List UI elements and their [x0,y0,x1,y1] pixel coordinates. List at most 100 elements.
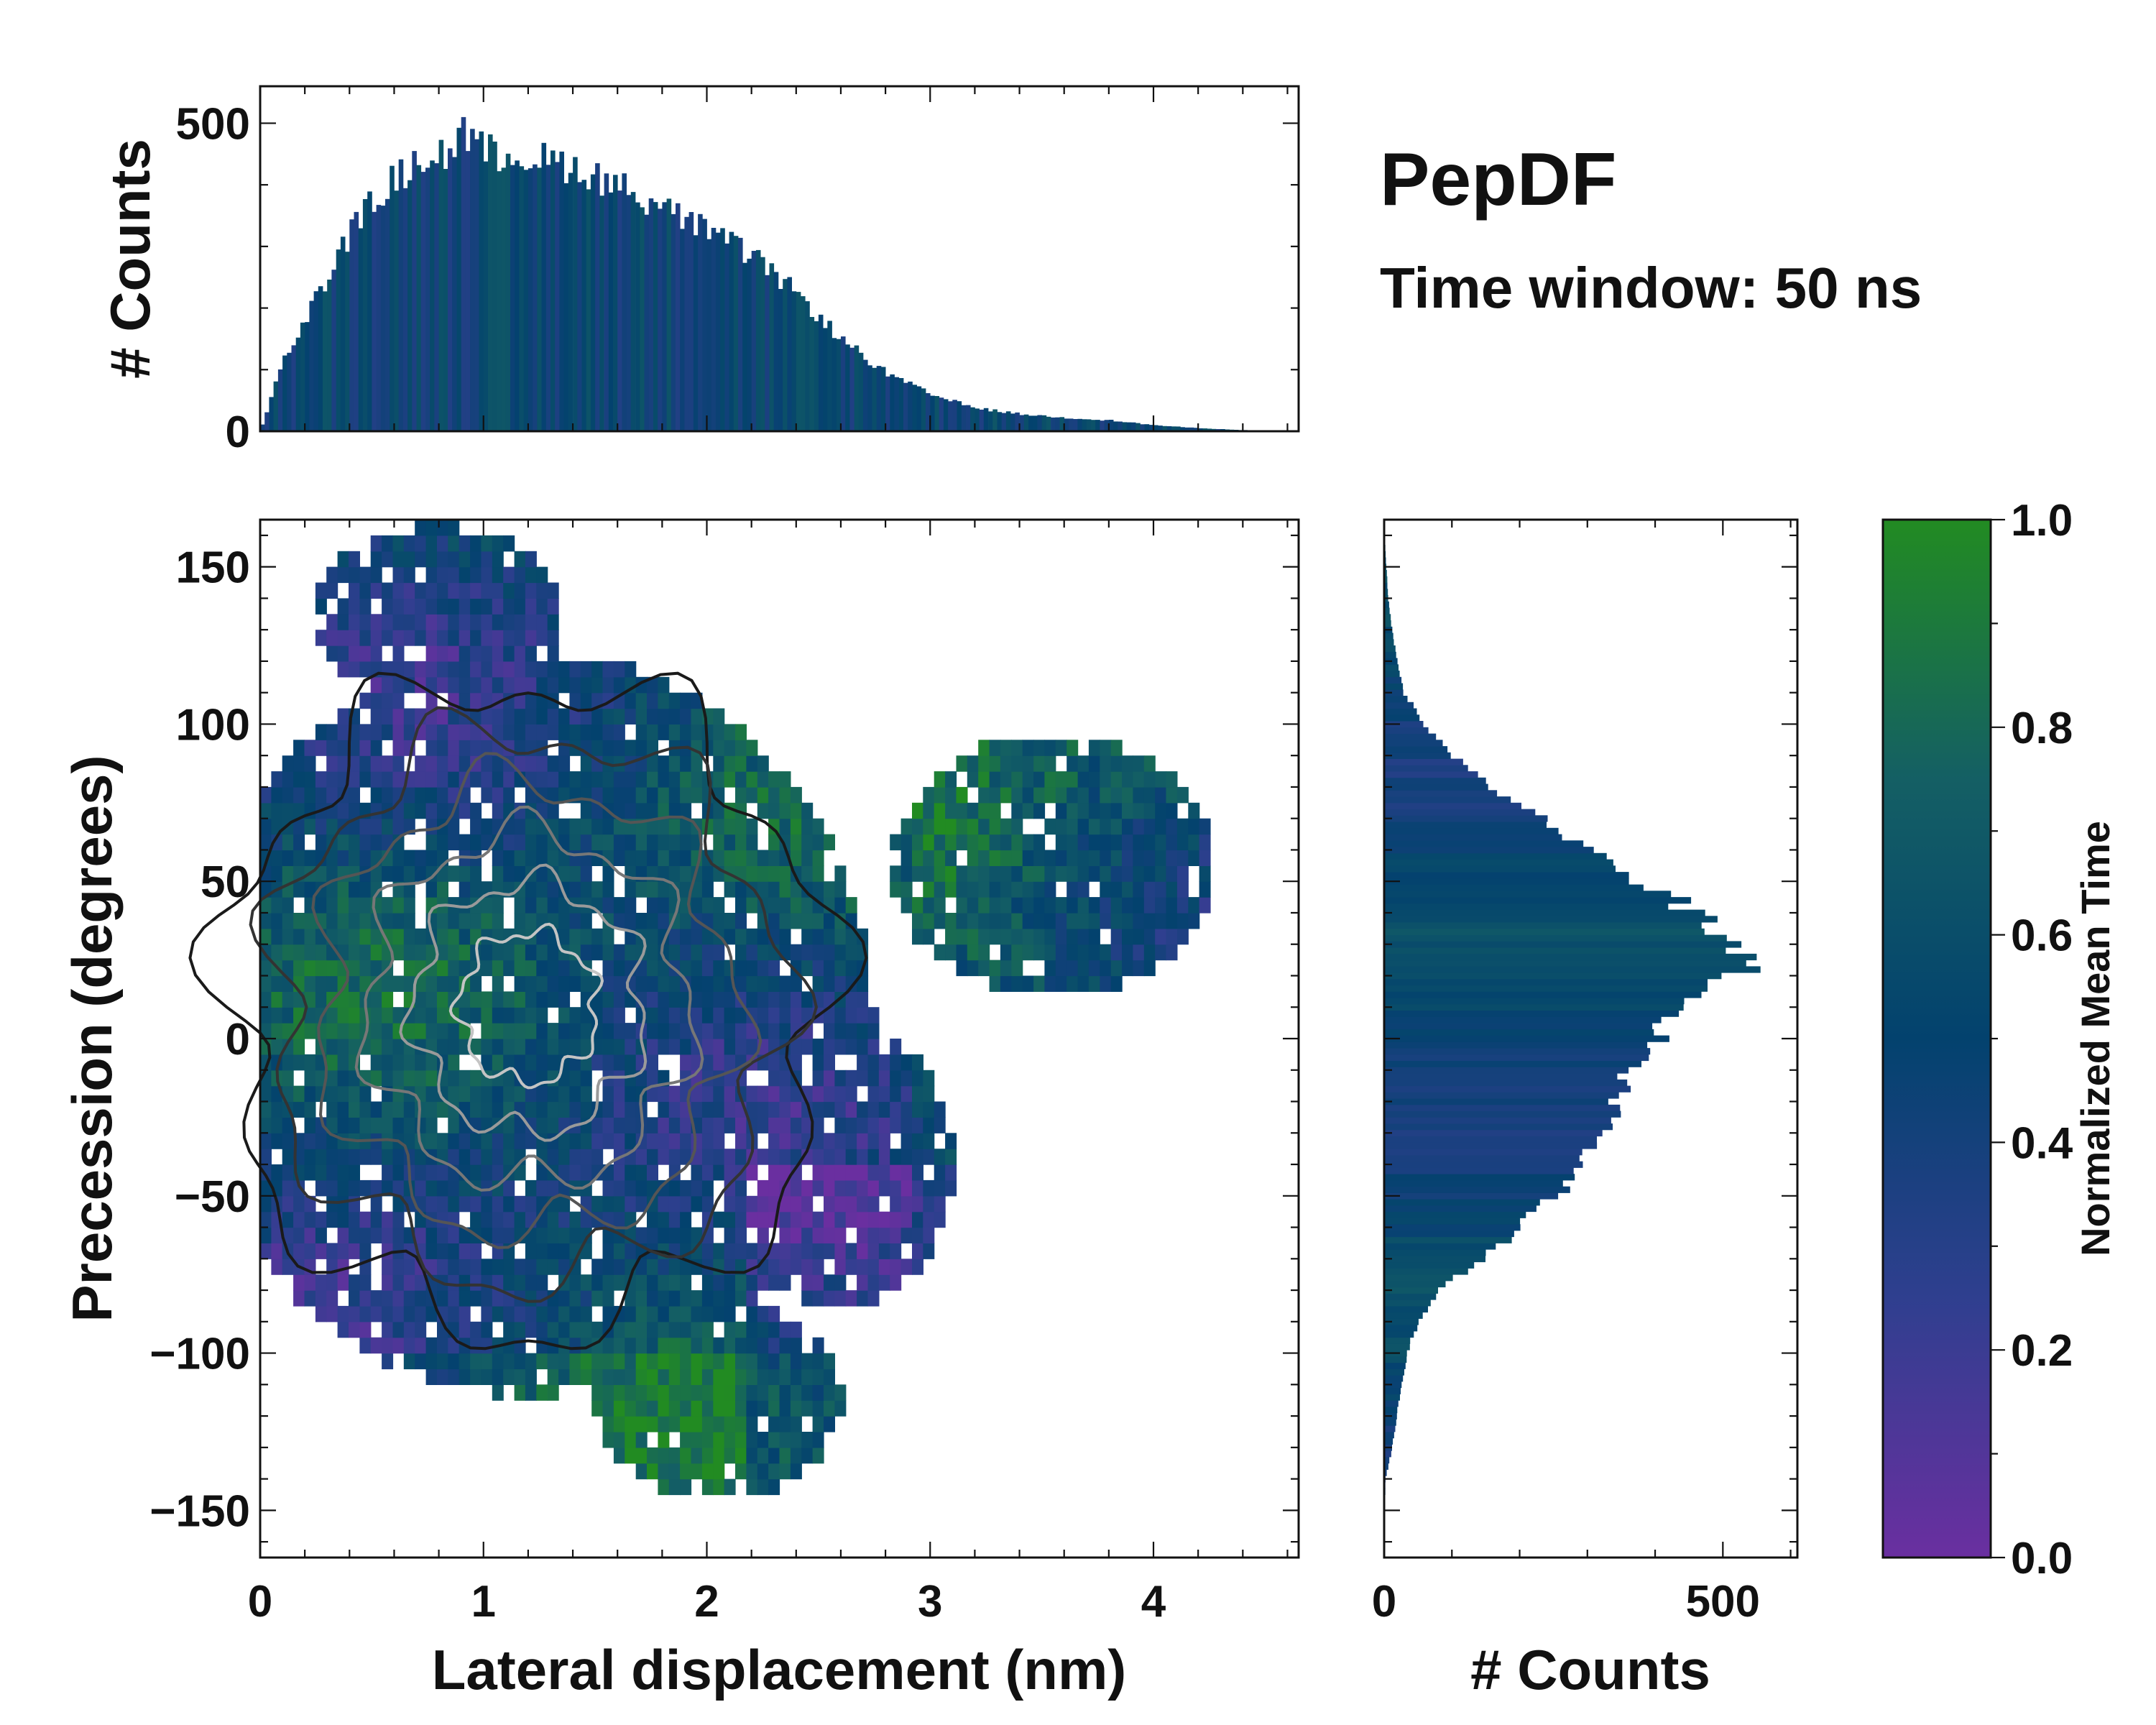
heatmap-cell [1110,913,1123,929]
right-histogram-bar [1384,960,1746,967]
heatmap-cell [282,1149,294,1165]
heatmap-cell [536,1007,548,1024]
heatmap-cell [392,834,405,851]
heatmap-cell [304,1274,316,1291]
heatmap-cell [558,928,571,945]
heatmap-cell [415,1149,427,1165]
top-histogram-bar [831,338,837,431]
heatmap-cell [834,1211,847,1228]
heatmap-cell [967,865,979,882]
top-histogram-bar [269,397,274,431]
heatmap-cell [1199,818,1211,835]
top-histogram-bar [653,202,658,431]
heatmap-cell [392,566,405,584]
heatmap-cell [1188,897,1200,914]
heatmap-cell [492,802,504,819]
heatmap-cell [282,928,294,945]
heatmap-cell [470,818,482,835]
heatmap-cell [746,1337,758,1354]
heatmap-cell [1110,755,1123,772]
heatmap-cell [425,834,438,851]
heatmap-cell [525,1039,537,1055]
heatmap-cell [459,630,471,646]
heatmap-cell [845,1039,857,1055]
heatmap-cell [403,566,415,584]
heatmap-cell [625,1070,637,1087]
heatmap-cell [558,1211,571,1228]
heatmap-cell [580,676,592,694]
heatmap-cell [382,1179,394,1197]
top-histogram-bar [1082,419,1087,431]
heatmap-cell [680,1290,692,1307]
heatmap-cell [724,1101,736,1118]
heatmap-cell [425,551,438,568]
heatmap-cell [293,1227,305,1243]
heatmap-cell [746,865,758,882]
top-histogram-bar [809,317,815,431]
heatmap-cell [459,724,471,740]
right-histogram-bar [1384,1457,1390,1464]
heatmap-cell [337,881,349,898]
heatmap-cell [1110,944,1123,961]
heatmap-cell [658,1179,670,1197]
heatmap-cell [547,881,559,898]
heatmap-cell [658,1432,670,1448]
heatmap-cell [647,1447,658,1464]
heatmap-cell [845,1133,857,1149]
heatmap-cell [768,1353,780,1370]
heatmap-cell [713,944,725,961]
heatmap-cell [282,1007,294,1024]
heatmap-cell [790,944,802,961]
heatmap-cell [691,1133,703,1149]
heatmap-cell [415,802,427,819]
heatmap-cell [525,645,537,662]
heatmap-cell [448,630,460,646]
heatmap-cell [746,897,758,914]
heatmap-cell [934,850,946,866]
heatmap-cell [525,661,537,678]
heatmap-cell [801,1368,814,1385]
heatmap-cell [425,724,438,740]
heatmap-cell [1055,802,1067,819]
heatmap-cell [525,818,537,835]
heatmap-cell [1088,771,1100,788]
heatmap-cell [1067,834,1079,851]
heatmap-cell [304,1054,316,1071]
heatmap-cell [304,1101,316,1118]
heatmap-cell [857,975,869,992]
heatmap-cell [701,991,714,1008]
heatmap-cell [757,1211,769,1228]
heatmap-cell [713,975,725,992]
heatmap-cell [1077,897,1089,914]
heatmap-cell [1067,881,1079,898]
heatmap-cell [370,614,382,630]
heatmap-cell [658,1195,670,1213]
heatmap-cell [1122,960,1133,977]
right-histogram-bar [1384,614,1391,621]
heatmap-cell [437,1007,448,1024]
top-histogram-bar [733,236,739,431]
heatmap-cell [536,1023,548,1039]
heatmap-cell [625,1164,637,1181]
heatmap-cell [349,818,360,835]
heatmap-cell [271,1133,283,1149]
heatmap-cell [514,1117,526,1133]
heatmap-cell [1088,975,1100,992]
heatmap-cell [1088,928,1100,945]
heatmap-cell [1133,850,1145,866]
heatmap-cell [293,1195,305,1213]
heatmap-cell [459,802,471,819]
top-histogram-bar [1158,426,1163,431]
heatmap-cell [635,708,648,724]
heatmap-cell [625,944,637,961]
heatmap-cell [978,834,990,851]
heatmap-cell [514,1353,526,1370]
heatmap-cell [724,1400,736,1417]
heatmap-cell [337,1117,349,1133]
heatmap-cell [293,1211,305,1228]
heatmap-cell [514,692,526,709]
heatmap-cell [514,1211,526,1228]
top-histogram-bar [948,401,953,431]
heatmap-cell [713,1368,725,1385]
right-histogram-bar [1384,752,1451,759]
